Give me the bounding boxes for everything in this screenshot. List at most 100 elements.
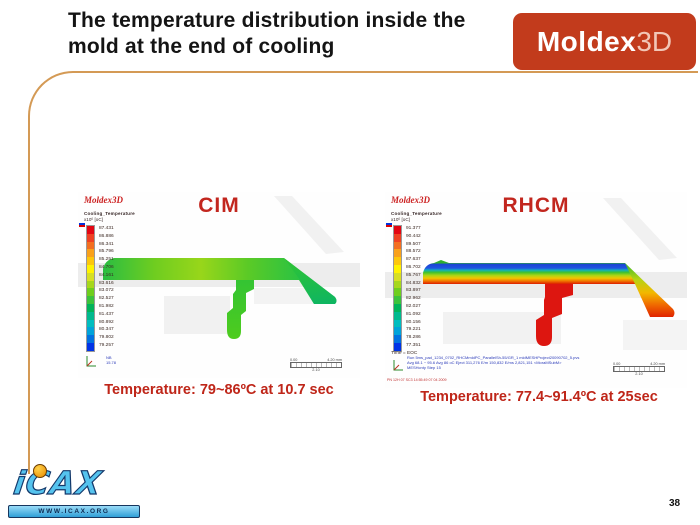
scale-ruler-bar xyxy=(290,362,342,368)
legend-color-band xyxy=(87,335,94,343)
legend-color-band xyxy=(87,280,94,289)
panel-heading-rhcm: RHCM xyxy=(502,194,570,217)
legend-color-band xyxy=(394,257,401,265)
legend-color-band xyxy=(87,327,94,336)
legend-tick-label: 82.027 xyxy=(406,303,421,309)
legend-tick-label: 83.616 xyxy=(99,280,114,286)
moldex3d-logo: Moldex 3D xyxy=(513,13,696,70)
slide-title: The temperature distribution inside the … xyxy=(68,8,513,59)
legend-color-band xyxy=(394,272,401,281)
mold-outline-block xyxy=(254,288,314,304)
legend-tick-label: 77.351 xyxy=(406,342,421,348)
run-info-line: Avg 68.1 ~ 95.6 Avg 86 oC Eject 311,276 … xyxy=(407,360,562,365)
scale-mid-label: 2.10 xyxy=(635,372,643,376)
legend-color-band xyxy=(87,296,94,304)
run-info-line: Run 5ms_pad_1234_0702_RHCMmldPC_Parallel… xyxy=(407,355,580,360)
viewer-micro-text-line: 15.78 xyxy=(106,360,117,365)
temperature-legend: Cooling_Temperature x10⁰ [oC] 91.377 90.4… xyxy=(386,211,455,356)
simulation-panel-cim: Moldex3D CIM Cooling_Temperature x10⁰ [o… xyxy=(78,192,360,378)
legend-tick-label: 79.257 xyxy=(99,342,114,348)
legend-color-band xyxy=(87,319,94,328)
mold-outline-block xyxy=(623,320,687,350)
legend-tick-label: 84.706 xyxy=(99,264,114,270)
icax-url-bar: WWW.ICAX.ORG xyxy=(8,505,140,518)
legend-color-band xyxy=(394,233,401,242)
scale-ruler: 0.00 4.20 mm 2.10 xyxy=(290,358,342,372)
legend-tick-label: 82.962 xyxy=(406,296,421,302)
legend-max-pointer xyxy=(79,225,85,227)
scale-ruler-labels: 0.00 4.20 mm xyxy=(613,362,665,366)
legend-tick-label: 80.892 xyxy=(99,319,114,325)
axis-triad-icon xyxy=(86,356,96,367)
scale-min-label: 0.00 xyxy=(290,358,298,362)
icax-logo-text: iCAX xyxy=(11,463,105,502)
legend-time-label: Time = EOC xyxy=(391,351,418,356)
legend-color-band xyxy=(394,342,401,351)
caption-rhcm-temperature: Temperature: 77.4~91.4ºC at 25sec xyxy=(420,389,658,405)
legend-color-bar xyxy=(86,225,95,352)
rhcm-part-beam xyxy=(423,260,638,284)
legend-tick-label: 89.507 xyxy=(406,241,421,247)
legend-tick-label: 85.251 xyxy=(99,257,114,263)
legend-tick-label: 82.527 xyxy=(99,296,114,302)
mold-outline-sprue xyxy=(274,196,344,254)
cim-mold-cross-section-image xyxy=(78,196,360,339)
viewer-micro-text-line: NB xyxy=(106,355,112,360)
legend-tick-label: 86.702 xyxy=(406,264,421,270)
legend-color-band xyxy=(87,233,94,242)
legend-tick-label: 81.092 xyxy=(406,311,421,317)
legend-color-band xyxy=(394,288,401,297)
temperature-legend: Cooling_Temperature x10⁰ [oC] 87.431 86.8… xyxy=(79,211,148,352)
legend-color-band xyxy=(394,327,401,336)
legend-color-band xyxy=(87,303,94,312)
legend-tick-label: 87.431 xyxy=(99,226,114,231)
rhcm-part-rib xyxy=(536,284,573,346)
legend-tick-label: 91.377 xyxy=(406,226,421,231)
cim-part-arm xyxy=(284,258,337,304)
legend-tick-label: 78.286 xyxy=(406,335,421,341)
legend-tick-label: 80.156 xyxy=(406,319,421,325)
legend-tick-label: 84.832 xyxy=(406,280,421,286)
legend-tick-label: 90.442 xyxy=(406,233,421,239)
legend-tick-label: 79.802 xyxy=(99,335,114,341)
legend-tick-labels: 91.377 90.442 89.507 88.572 87.637 86.702 85.7… xyxy=(406,225,421,350)
scale-unit-label: mm xyxy=(335,358,342,362)
timestamp-stamp: PN 12H 07 SC3 14:55:49 07 04 2009 xyxy=(387,378,447,382)
legend-tick-label: 80.347 xyxy=(99,327,114,333)
cim-part-rib xyxy=(227,280,254,339)
legend-tick-label: 81.437 xyxy=(99,311,114,317)
run-info-text: Run 5ms_pad_1234_0702_RHCMmldPC_Parallel… xyxy=(407,355,579,370)
slide-title-line1: The temperature distribution inside the xyxy=(68,9,466,32)
legend-tick-label: 87.637 xyxy=(406,257,421,263)
legend-color-band xyxy=(87,288,94,297)
mold-outline-block xyxy=(164,296,230,334)
slide-page-number: 38 xyxy=(669,498,681,509)
legend-tick-label: 83.072 xyxy=(99,288,114,294)
rhcm-mold-cross-section-image xyxy=(385,198,687,350)
legend-color-band xyxy=(394,264,401,273)
run-info-line: MESHcnty Step 15 xyxy=(407,365,441,370)
scale-min-label: 0.00 xyxy=(613,362,621,366)
scale-max-label: 4.20 xyxy=(650,362,658,366)
icax-logo: iCAX WWW.ICAX.ORG xyxy=(8,463,142,521)
legend-color-band xyxy=(394,303,401,312)
legend-color-bar xyxy=(393,225,402,352)
cim-part-beam xyxy=(103,258,337,304)
legend-color-band xyxy=(394,296,401,304)
legend-max-pointer xyxy=(386,225,392,227)
legend-color-band xyxy=(87,272,94,281)
legend-color-band xyxy=(87,257,94,265)
slide-accent-border xyxy=(28,71,698,474)
legend-min-pointer xyxy=(79,223,85,225)
legend-color-band xyxy=(87,226,94,234)
scale-max-label: 4.20 xyxy=(327,358,335,362)
scale-mid-label: 2.10 xyxy=(312,368,320,372)
legend-tick-label: 86.886 xyxy=(99,233,114,239)
legend-color-band xyxy=(394,226,401,234)
scale-unit-label: mm xyxy=(658,362,665,366)
legend-tick-label: 88.572 xyxy=(406,249,421,255)
rhcm-part-arm xyxy=(625,263,675,317)
legend-color-band xyxy=(394,241,401,250)
legend-color-band xyxy=(87,241,94,250)
